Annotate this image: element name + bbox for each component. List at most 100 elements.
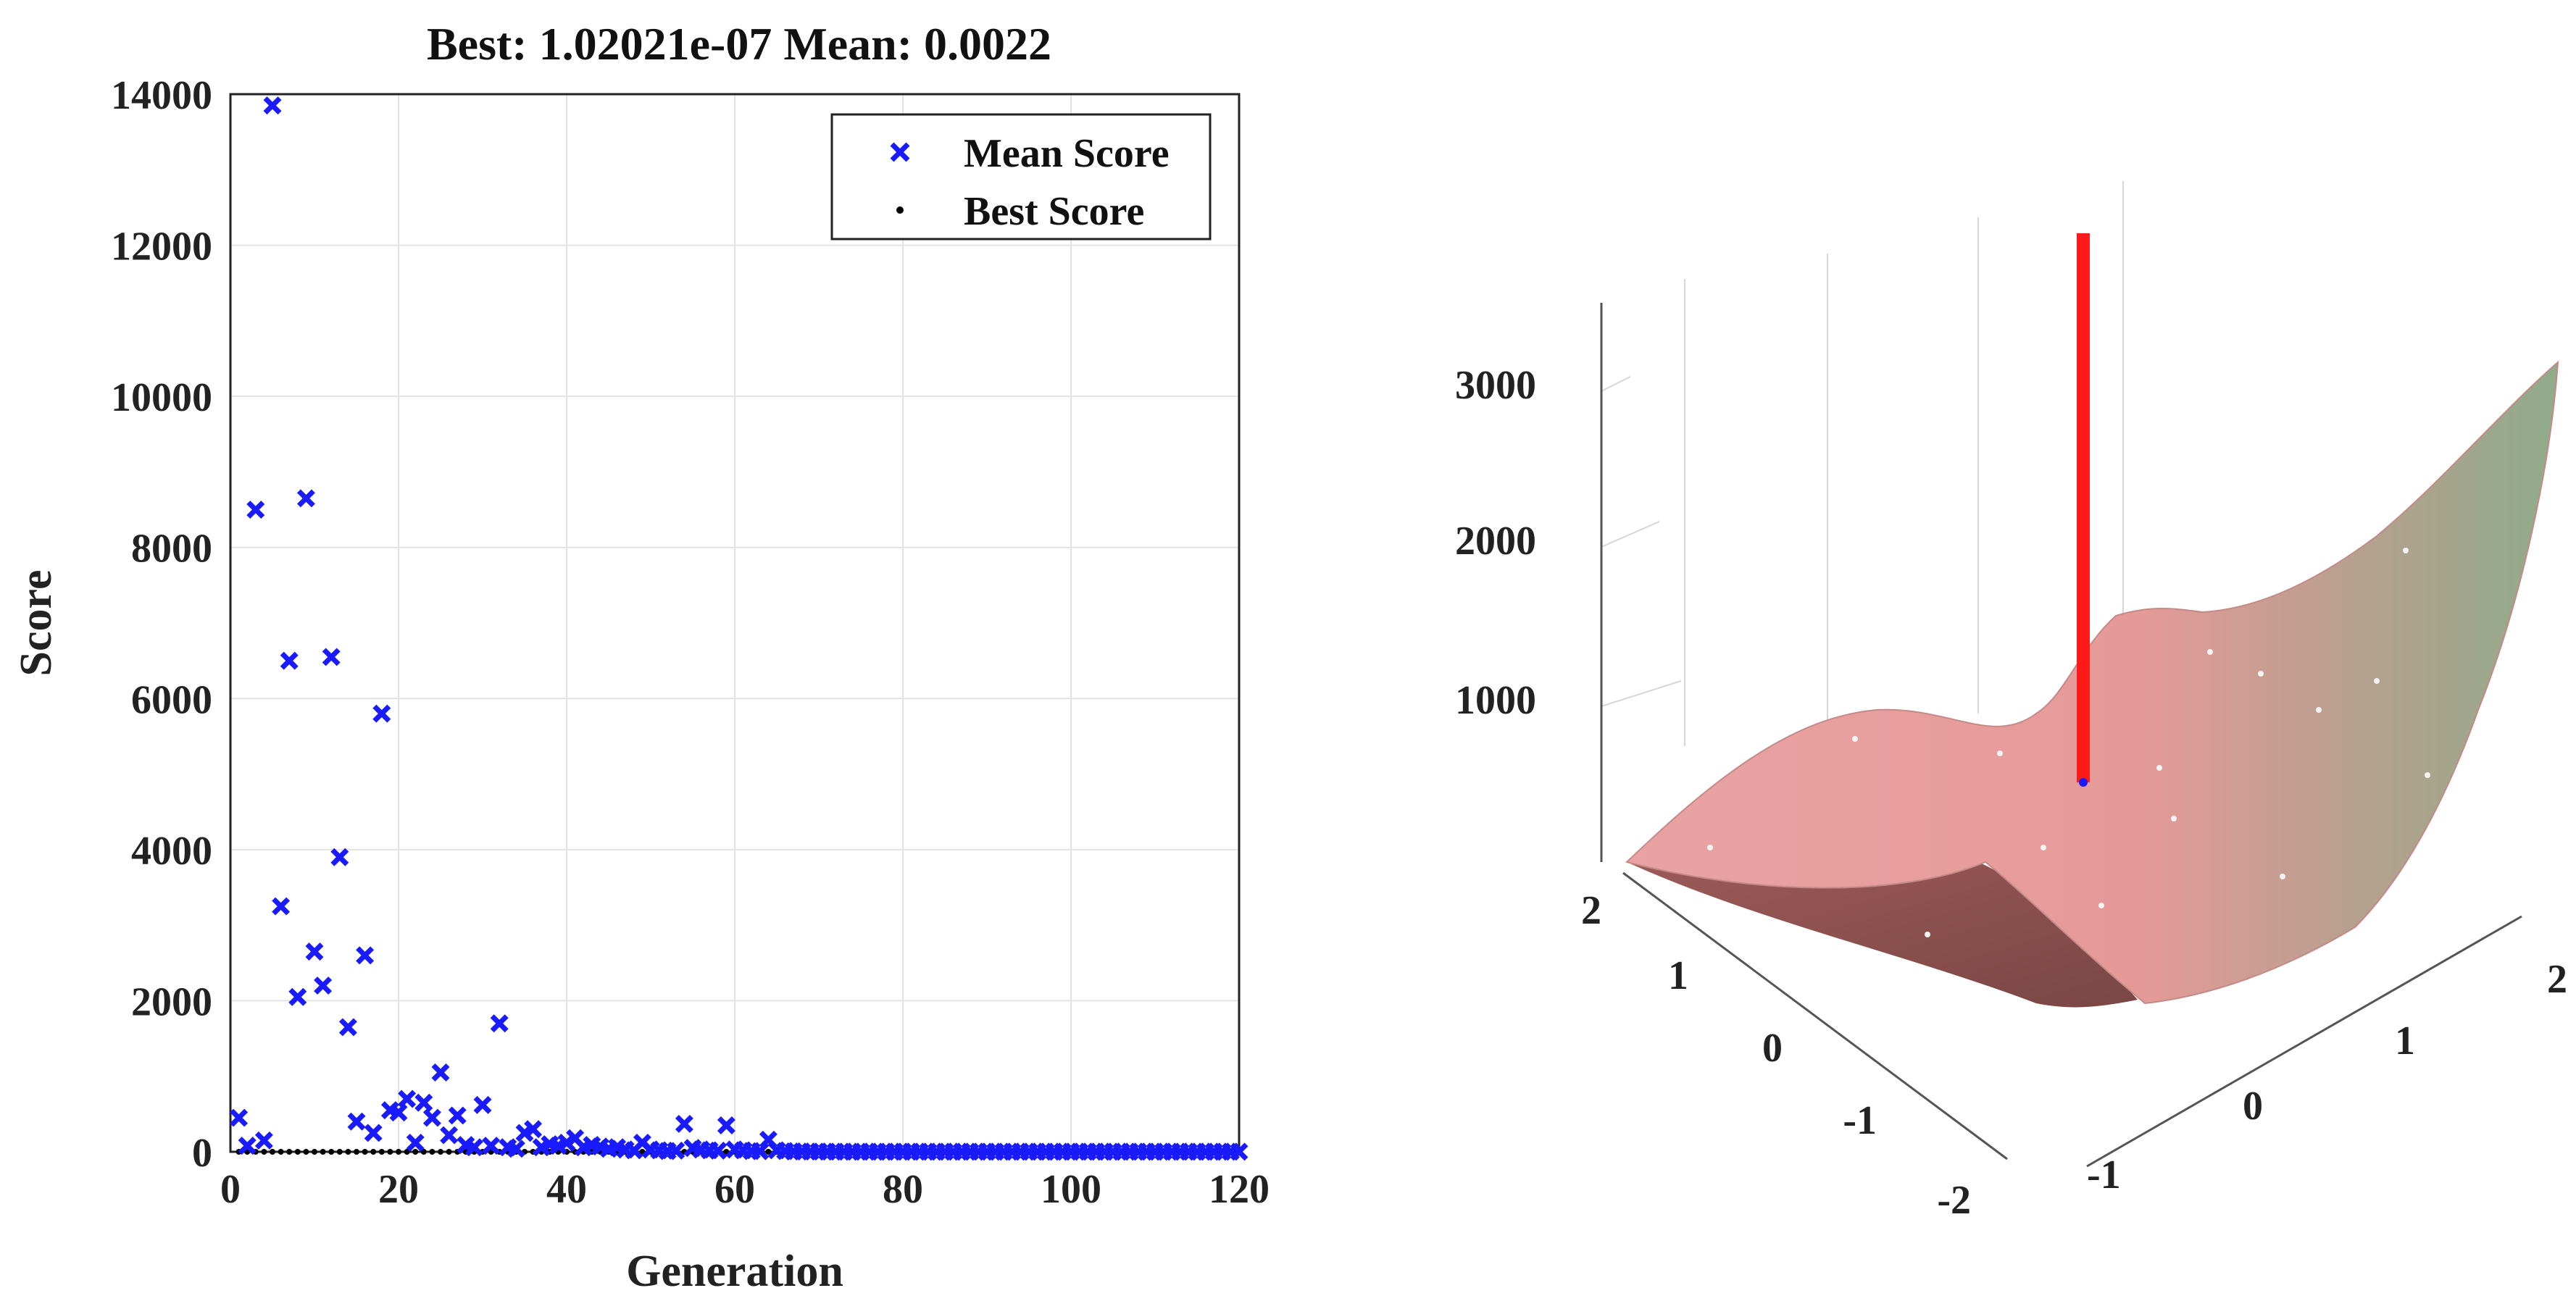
mean-score-point (364, 1124, 383, 1142)
mean-score-point (717, 1116, 735, 1134)
mean-score-point (482, 1137, 501, 1155)
mean-score-point (473, 1095, 492, 1114)
surface-mesh (1625, 360, 2559, 1005)
legend-best-marker (896, 206, 904, 214)
mean-score-point (296, 489, 315, 508)
best-score-point (312, 1149, 317, 1155)
best-score-point (438, 1149, 443, 1155)
y-tick-label: 0 (192, 1131, 212, 1176)
z-tick-label: 1000 (1455, 678, 1536, 723)
mean-score-point (330, 848, 349, 866)
mean-score-point (406, 1134, 425, 1152)
x-tick-label: 40 (546, 1167, 587, 1212)
best-score-point (320, 1149, 326, 1155)
optimum-point (2079, 778, 2088, 787)
x-tick-label: 0 (2243, 1084, 2263, 1129)
mean-score-point (422, 1108, 441, 1127)
best-score-point (429, 1149, 435, 1155)
best-score-point (354, 1149, 359, 1155)
mean-score-point (338, 1018, 357, 1037)
mean-score-point (1230, 1142, 1249, 1161)
y-tick-label: 12000 (111, 225, 212, 269)
x-tick-label: 100 (1041, 1167, 1101, 1212)
mean-score-point (238, 1137, 257, 1155)
y-axis-line (2086, 915, 2522, 1168)
best-score-point (765, 1149, 772, 1155)
grid (230, 94, 1239, 1152)
best-score-point (378, 1149, 385, 1155)
mean-score-point (490, 1014, 509, 1033)
y-tick-label: 6000 (131, 677, 212, 722)
x-tick-label: 80 (883, 1167, 923, 1212)
scatter-chart: Best: 1.02021e-07 Mean: 0.0022 0 20 40 60 80… (12, 18, 1270, 1296)
mean-score-point (448, 1106, 467, 1125)
y-tick-label: 10000 (111, 375, 212, 420)
mean-score-point (398, 1090, 417, 1108)
x-tick-labels: 0 20 40 60 80 100 120 (220, 1167, 1270, 1212)
y-tick-label: 4000 (131, 829, 212, 874)
mean-score-point (347, 1112, 366, 1131)
y-tick-label: 0 (1762, 1026, 1783, 1071)
mean-score-series (230, 96, 1249, 1161)
mean-score-point (524, 1120, 543, 1139)
surface-plot: 3000 2000 1000 2 1 0 -1 -2 2 1 0 -1 (1455, 181, 2567, 1223)
x-tick-label: 0 (220, 1167, 241, 1212)
mean-score-point (230, 1108, 249, 1127)
mean-score-point (414, 1093, 433, 1112)
x-tick-label: 60 (714, 1167, 755, 1212)
best-score-point (336, 1149, 343, 1155)
legend-best-label: Best Score (964, 189, 1144, 234)
best-score-point (294, 1149, 301, 1155)
best-score-point (446, 1149, 452, 1155)
best-score-point (345, 1149, 351, 1155)
x-tick-label: -1 (2087, 1153, 2121, 1197)
y-tick-label: 14000 (111, 73, 212, 118)
z-tick-label: 3000 (1455, 363, 1536, 408)
mean-score-point (675, 1114, 693, 1133)
best-score-point (412, 1149, 419, 1155)
best-score-point (404, 1149, 410, 1155)
mean-score-point (507, 1139, 525, 1158)
mean-score-point (263, 96, 282, 115)
mean-score-point (305, 942, 324, 961)
y-tick-label: 1 (1668, 953, 1688, 998)
mean-score-point (709, 1141, 728, 1160)
best-score-point (370, 1149, 377, 1155)
y-tick-label: 2000 (131, 979, 212, 1024)
x-tick-label: 20 (378, 1167, 419, 1212)
legend-mean-label: Mean Score (964, 131, 1170, 176)
surface-grid (1601, 181, 2124, 862)
mean-score-point (440, 1126, 459, 1145)
y-tick-label: -1 (1843, 1098, 1877, 1143)
y-axis-label: Score (12, 570, 61, 677)
mean-score-point (356, 946, 375, 965)
y-tick-label: 8000 (131, 527, 212, 572)
best-score-point (420, 1149, 427, 1155)
legend: Mean Score Best Score (830, 113, 1212, 241)
mean-score-point (288, 987, 307, 1006)
best-score-point (286, 1149, 293, 1155)
mean-score-point (431, 1063, 450, 1082)
mean-score-point (314, 976, 333, 995)
mean-score-point (280, 651, 299, 670)
best-score-point (362, 1149, 368, 1155)
z-tick-label: 2000 (1455, 519, 1536, 564)
mean-score-point (246, 501, 265, 519)
x-axis-line (1622, 871, 2008, 1160)
best-score-point (396, 1149, 401, 1155)
x-tick-label: 1 (2395, 1019, 2415, 1063)
y-tick-label: -2 (1937, 1178, 1971, 1223)
best-score-point (303, 1149, 309, 1155)
mean-score-point (254, 1131, 273, 1150)
x-tick-label: 2 (2547, 957, 2567, 1002)
mean-score-point (464, 1138, 483, 1157)
y-tick-labels: 0 2000 4000 6000 8000 10000 12000 14000 (111, 73, 212, 1176)
mean-score-point (272, 897, 291, 916)
best-score-point (261, 1149, 267, 1155)
mean-score-point (389, 1103, 408, 1122)
surface-shadow (1627, 862, 2138, 1008)
x-axis-label: Generation (626, 1247, 843, 1296)
legend-mean-marker (890, 142, 910, 162)
mean-score-point (667, 1141, 685, 1160)
